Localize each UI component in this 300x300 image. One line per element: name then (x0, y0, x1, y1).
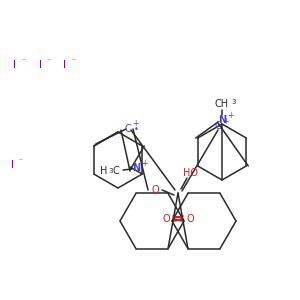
Text: N: N (218, 115, 226, 125)
Text: I: I (64, 60, 67, 70)
Text: ⁻: ⁻ (71, 56, 75, 65)
Text: N: N (132, 163, 140, 173)
Text: +: + (222, 116, 228, 125)
Text: O: O (151, 185, 159, 195)
Text: I: I (14, 60, 16, 70)
Text: 3: 3 (109, 168, 113, 174)
Text: +: + (227, 110, 233, 119)
Text: H: H (100, 166, 108, 176)
Text: O: O (162, 214, 170, 224)
Text: •: • (134, 125, 138, 134)
Text: HO: HO (182, 168, 197, 178)
Text: ⁻: ⁻ (21, 56, 25, 65)
Text: 3: 3 (232, 99, 236, 105)
Text: I: I (11, 160, 14, 170)
Text: ⁻: ⁻ (18, 157, 22, 166)
Text: +: + (141, 158, 147, 167)
Text: C: C (214, 121, 221, 131)
Text: C: C (112, 166, 119, 176)
Text: ⁻: ⁻ (46, 56, 50, 65)
Text: C: C (124, 124, 131, 134)
Text: O: O (186, 214, 194, 224)
Text: I: I (38, 60, 41, 70)
Text: +: + (132, 119, 138, 128)
Text: CH: CH (215, 99, 229, 109)
